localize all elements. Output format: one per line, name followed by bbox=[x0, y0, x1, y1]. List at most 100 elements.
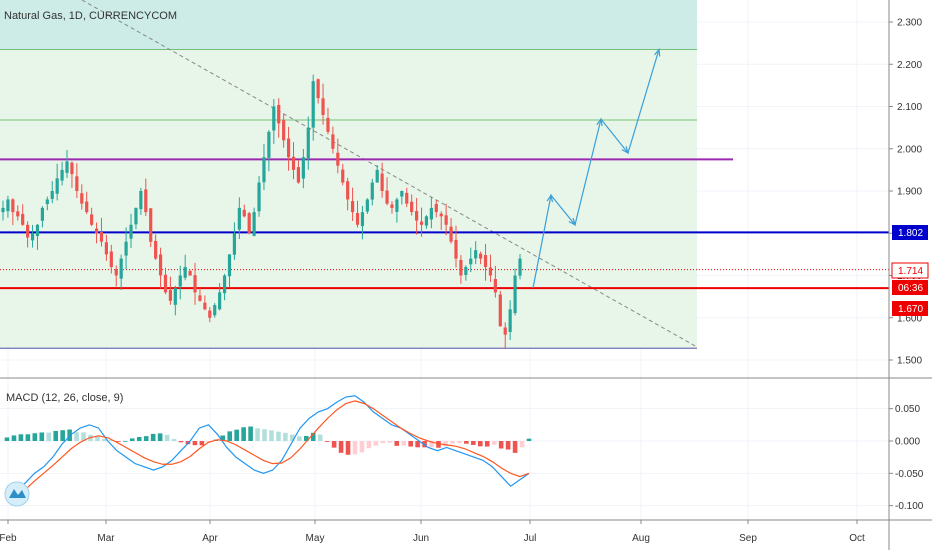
candle-body bbox=[104, 242, 108, 255]
price-countdown: 06:36 bbox=[898, 283, 923, 294]
macd-histogram-bar bbox=[303, 435, 309, 441]
macd-histogram-bar bbox=[123, 440, 128, 442]
candle-body bbox=[360, 212, 365, 227]
candle-body bbox=[503, 327, 507, 335]
candle-body bbox=[158, 254, 163, 276]
x-tick-label: Jul bbox=[524, 533, 537, 544]
macd-histogram-bar bbox=[491, 441, 497, 445]
candle-body bbox=[395, 199, 399, 212]
candle-body bbox=[252, 212, 256, 236]
candle-body bbox=[434, 203, 438, 213]
macd-histogram-bar bbox=[394, 441, 400, 446]
macd-histogram-bar bbox=[4, 437, 10, 441]
candle-body bbox=[311, 81, 315, 128]
candle-body bbox=[35, 224, 40, 236]
candle-body bbox=[242, 209, 246, 217]
candle-body bbox=[415, 211, 419, 221]
candle-body bbox=[459, 260, 463, 276]
macd-histogram-bar bbox=[102, 438, 107, 441]
candle-body bbox=[75, 176, 79, 191]
macd-histogram-bar bbox=[457, 441, 462, 444]
macd-histogram-bar bbox=[338, 441, 344, 453]
macd-histogram-bar bbox=[373, 441, 379, 446]
candle-body bbox=[493, 278, 497, 293]
candle-body bbox=[483, 255, 488, 268]
candle-body bbox=[479, 253, 483, 259]
candle-body bbox=[518, 258, 522, 276]
candle-body bbox=[1, 207, 5, 213]
macd-line bbox=[6, 395, 530, 491]
candle-body bbox=[291, 156, 296, 170]
candle-body bbox=[232, 233, 237, 255]
macd-histogram-bar bbox=[429, 441, 434, 448]
macd-y-tick-label: -0.100 bbox=[895, 501, 924, 512]
tradingview-logo-icon[interactable] bbox=[4, 481, 30, 507]
projection-arrowhead bbox=[654, 47, 661, 57]
x-tick-label: Sep bbox=[739, 533, 757, 544]
y-tick-label: 2.100 bbox=[897, 102, 922, 113]
candle-body bbox=[109, 251, 113, 268]
candle-body bbox=[419, 221, 424, 225]
candle-body bbox=[119, 258, 123, 279]
candle-body bbox=[380, 173, 384, 191]
macd-histogram-bar bbox=[18, 434, 24, 441]
price-label-last: 1.714 bbox=[891, 262, 929, 279]
macd-histogram-bar bbox=[498, 441, 504, 449]
candle-body bbox=[45, 199, 49, 205]
macd-histogram-bar bbox=[519, 441, 525, 448]
price-label-1670: 1.670 bbox=[898, 304, 923, 315]
candle-body bbox=[168, 289, 173, 301]
macd-y-tick-label: 0.050 bbox=[895, 404, 920, 415]
candle-body bbox=[306, 127, 310, 159]
macd-histogram-bar bbox=[290, 434, 295, 441]
candle-body bbox=[163, 274, 168, 293]
y-tick-label: 1.600 bbox=[897, 313, 922, 324]
y-tick-label: 2.000 bbox=[897, 144, 922, 155]
macd-histogram-bar bbox=[220, 435, 226, 441]
candle-body bbox=[262, 157, 266, 183]
candle-body bbox=[6, 199, 10, 212]
x-tick-label: Aug bbox=[632, 533, 650, 544]
macd-histogram-bar bbox=[352, 441, 358, 455]
macd-histogram-bar bbox=[32, 433, 38, 441]
y-tick-label: 2.200 bbox=[897, 60, 922, 71]
candle-body bbox=[498, 294, 502, 327]
candle-body bbox=[55, 178, 59, 194]
macd-histogram-bar bbox=[310, 432, 316, 441]
candle-body bbox=[454, 239, 458, 259]
macd-histogram-bar bbox=[297, 436, 302, 441]
projection-path bbox=[532, 49, 660, 289]
macd-histogram-bar bbox=[526, 438, 532, 441]
macd-histogram-bar bbox=[471, 441, 476, 445]
candle-body bbox=[350, 201, 355, 213]
candle-body bbox=[124, 241, 128, 256]
candle-body bbox=[178, 275, 182, 287]
price-label-countdown: 06:36 bbox=[892, 280, 928, 295]
macd-histogram-bar bbox=[164, 434, 170, 441]
macd-histogram-bar bbox=[241, 427, 246, 441]
macd-histogram-bar bbox=[359, 441, 365, 453]
macd-histogram-bar bbox=[199, 441, 205, 446]
macd-histogram-bar bbox=[227, 431, 233, 441]
macd-histogram-bar bbox=[380, 441, 386, 444]
price-label-level-red: 1.670 bbox=[892, 301, 928, 316]
candle-body bbox=[80, 193, 84, 204]
candle-body bbox=[267, 131, 271, 158]
y-tick-label: 1.900 bbox=[897, 187, 922, 198]
candle-body bbox=[94, 228, 99, 234]
macd-histogram-bar bbox=[171, 438, 177, 441]
macd-histogram-bar bbox=[178, 441, 184, 443]
candle-body bbox=[144, 189, 148, 213]
macd-histogram-bar bbox=[505, 441, 511, 450]
macd-histogram-bar bbox=[408, 441, 413, 447]
candle-body bbox=[193, 275, 197, 293]
candle-body bbox=[272, 106, 276, 131]
macd-histogram-bar bbox=[269, 430, 274, 441]
macd-histogram-bar bbox=[95, 435, 100, 441]
macd-histogram-bar bbox=[324, 441, 330, 442]
candle-body bbox=[227, 254, 232, 277]
candle-body bbox=[149, 208, 153, 242]
macd-title: MACD (12, 26, close, 9) bbox=[6, 392, 123, 404]
macd-histogram-bar bbox=[129, 438, 135, 441]
